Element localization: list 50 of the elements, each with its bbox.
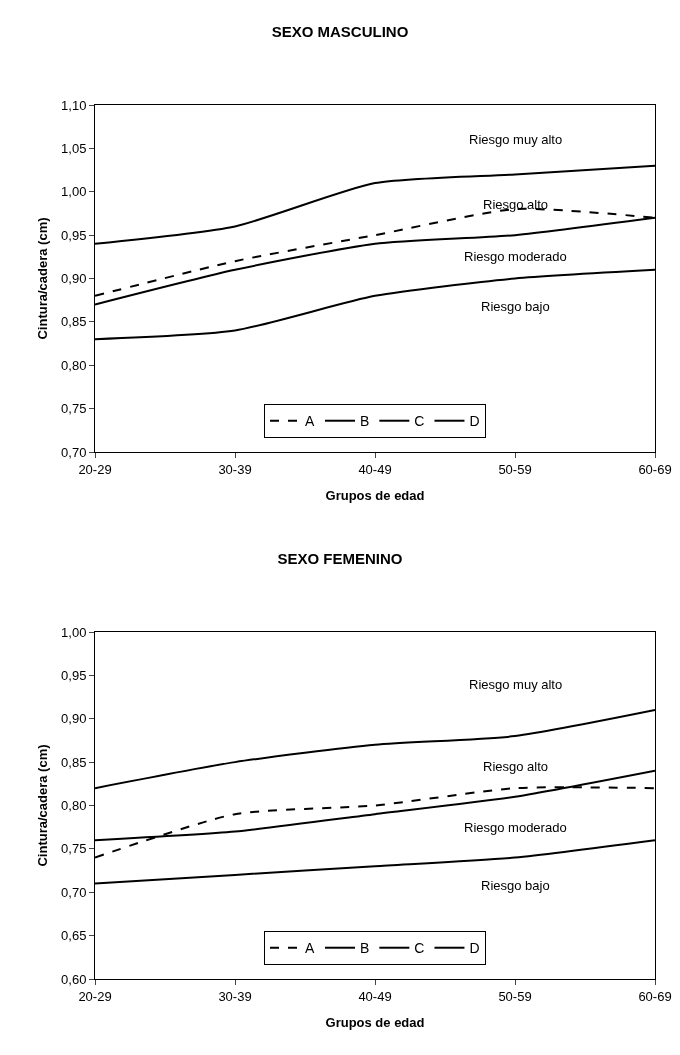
legend-label: A xyxy=(305,413,315,430)
legend-label: D xyxy=(469,413,480,430)
legend-label: B xyxy=(360,940,370,957)
x-axis-title: Grupos de edad xyxy=(325,488,425,504)
y-tick-label: 1,10 xyxy=(61,97,87,113)
x-tick-label: 30-39 xyxy=(218,988,252,1004)
y-tick-label: 0,90 xyxy=(61,711,87,727)
annotation: Riesgo moderado xyxy=(464,249,567,264)
y-tick-label: 0,70 xyxy=(61,444,87,460)
y-tick-label: 1,05 xyxy=(61,140,87,156)
y-tick-label: 0,85 xyxy=(61,754,87,770)
annotation: Riesgo muy alto xyxy=(469,677,563,692)
y-tick-label: 0,75 xyxy=(61,841,87,857)
y-tick-label: 0,65 xyxy=(61,928,87,944)
x-tick-label: 30-39 xyxy=(218,461,252,477)
annotation: Riesgo alto xyxy=(483,759,549,774)
x-axis-title: Grupos de edad xyxy=(325,1015,425,1031)
y-tick-label: 0,95 xyxy=(61,227,87,243)
x-tick-label: 50-59 xyxy=(498,461,532,477)
y-tick-label: 0,85 xyxy=(61,314,87,330)
legend-label: C xyxy=(414,413,425,430)
annotation: Riesgo bajo xyxy=(481,878,550,893)
y-tick-label: 0,75 xyxy=(61,401,87,417)
x-tick-label: 40-49 xyxy=(358,988,392,1004)
x-tick-label: 60-69 xyxy=(638,988,672,1004)
y-tick-label: 0,60 xyxy=(61,971,87,987)
annotation: Riesgo alto xyxy=(483,197,549,212)
y-tick-label: 0,80 xyxy=(61,798,87,814)
legend-label: A xyxy=(305,940,315,957)
y-tick-label: 0,70 xyxy=(61,884,87,900)
legend-label: B xyxy=(360,413,370,430)
x-tick-label: 40-49 xyxy=(358,461,392,477)
legend-label: C xyxy=(414,940,425,957)
y-axis-title: Cintura/cadera (cm) xyxy=(35,744,51,867)
annotation: Riesgo moderado xyxy=(464,820,567,835)
x-tick-label: 50-59 xyxy=(498,988,532,1004)
y-tick-label: 0,90 xyxy=(61,271,87,287)
chart-title: SEXO FEMENINO xyxy=(277,549,403,567)
y-tick-label: 0,95 xyxy=(61,667,87,683)
annotation: Riesgo bajo xyxy=(481,299,550,314)
x-tick-label: 60-69 xyxy=(638,461,672,477)
y-axis-title: Cintura/cadera (cm) xyxy=(35,217,51,340)
chart-title: SEXO MASCULINO xyxy=(271,22,409,40)
x-tick-label: 20-29 xyxy=(78,988,112,1004)
x-tick-label: 20-29 xyxy=(78,461,112,477)
legend-label: D xyxy=(469,940,480,957)
y-tick-label: 1,00 xyxy=(61,184,87,200)
annotation: Riesgo muy alto xyxy=(469,132,563,147)
y-tick-label: 0,80 xyxy=(61,357,87,373)
y-tick-label: 1,00 xyxy=(61,624,87,640)
